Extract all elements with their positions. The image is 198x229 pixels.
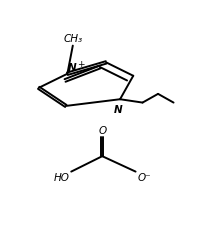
Text: O⁻: O⁻ — [137, 173, 151, 183]
Text: O: O — [98, 126, 106, 136]
Text: +: + — [77, 60, 85, 69]
Text: CH₃: CH₃ — [63, 34, 82, 44]
Text: HO: HO — [54, 173, 70, 183]
Text: N: N — [114, 105, 123, 114]
Text: N: N — [68, 63, 77, 73]
